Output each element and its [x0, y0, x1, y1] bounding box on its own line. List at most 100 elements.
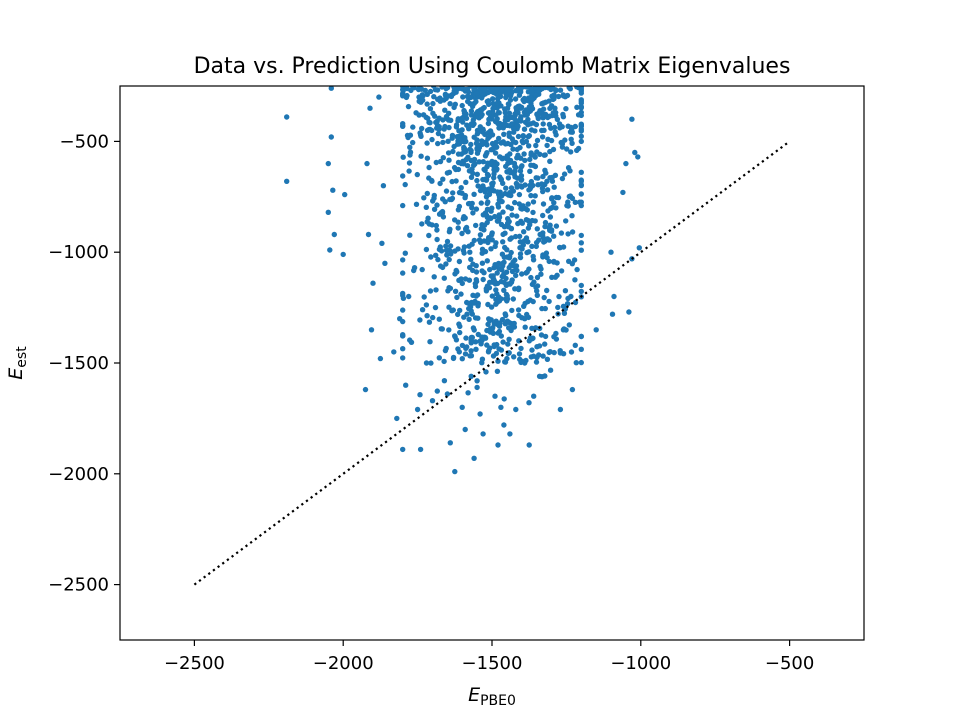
- data-point: [474, 378, 480, 384]
- data-point: [499, 261, 505, 267]
- data-point: [443, 86, 449, 92]
- data-point: [410, 124, 416, 130]
- data-point: [561, 171, 568, 177]
- data-point: [452, 101, 458, 108]
- data-point: [444, 391, 451, 397]
- data-point: [520, 133, 527, 140]
- data-point: [478, 107, 485, 113]
- data-point: [461, 214, 467, 220]
- y-axis: −2500 −2000 −1500 −1000 −500: [48, 131, 120, 596]
- data-point: [487, 133, 493, 139]
- data-point: [441, 378, 448, 384]
- data-point: [560, 111, 566, 118]
- data-point: [507, 192, 513, 198]
- data-point: [522, 316, 528, 322]
- data-point: [451, 164, 458, 171]
- data-point: [433, 159, 439, 166]
- data-point: [465, 98, 471, 105]
- data-point: [567, 86, 573, 92]
- data-point: [521, 238, 528, 244]
- data-point: [542, 333, 549, 340]
- data-point: [328, 86, 334, 91]
- data-point: [503, 185, 509, 191]
- data-point: [330, 187, 336, 193]
- data-point: [456, 128, 462, 134]
- data-point: [550, 146, 557, 153]
- x-tick-label: −2000: [313, 653, 374, 674]
- data-point: [444, 170, 451, 176]
- data-point: [493, 301, 499, 307]
- data-point: [419, 92, 426, 98]
- data-point: [540, 201, 547, 207]
- data-point: [500, 231, 506, 238]
- data-point: [549, 195, 555, 201]
- data-point: [578, 133, 584, 139]
- data-point: [499, 316, 506, 323]
- data-point: [406, 168, 412, 174]
- data-point: [578, 288, 584, 295]
- data-point: [458, 291, 464, 297]
- data-point: [446, 256, 452, 263]
- data-point: [481, 222, 488, 228]
- data-point: [518, 345, 524, 352]
- data-point: [515, 220, 521, 227]
- data-point: [435, 140, 441, 147]
- data-point: [424, 219, 430, 225]
- data-point: [578, 359, 584, 366]
- data-point: [450, 148, 456, 155]
- data-point: [475, 315, 481, 321]
- data-point: [473, 222, 479, 229]
- data-point: [517, 168, 524, 174]
- data-point: [551, 233, 557, 239]
- data-point: [566, 193, 572, 200]
- data-point: [440, 196, 446, 202]
- data-point: [527, 335, 534, 341]
- data-point: [474, 150, 481, 156]
- data-point: [451, 86, 457, 90]
- data-point: [531, 393, 537, 399]
- data-point: [528, 192, 534, 199]
- data-point: [456, 258, 463, 265]
- data-point: [474, 292, 481, 298]
- data-point: [466, 305, 472, 312]
- data-point: [496, 346, 502, 352]
- data-point: [528, 95, 534, 102]
- data-point: [529, 347, 535, 353]
- data-point: [446, 110, 452, 117]
- data-point: [544, 142, 550, 149]
- data-point: [498, 177, 504, 183]
- data-point: [498, 87, 505, 93]
- data-point: [284, 178, 290, 184]
- data-point: [424, 140, 430, 146]
- data-point: [464, 344, 470, 350]
- data-point: [532, 163, 539, 170]
- data-point: [457, 307, 463, 314]
- data-point: [508, 249, 514, 256]
- data-point: [551, 334, 557, 340]
- data-point: [530, 257, 537, 263]
- data-point: [468, 121, 475, 127]
- data-point: [492, 162, 499, 168]
- data-point: [517, 254, 524, 261]
- data-point: [483, 151, 489, 158]
- data-point: [462, 192, 469, 199]
- data-point: [578, 346, 584, 352]
- data-point: [533, 92, 539, 99]
- data-point: [421, 294, 427, 300]
- data-point: [460, 247, 467, 254]
- data-point: [435, 130, 442, 137]
- data-point: [560, 92, 566, 98]
- data-point: [504, 318, 511, 324]
- data-point: [482, 248, 489, 255]
- data-point: [441, 275, 447, 281]
- data-point: [458, 185, 464, 191]
- data-point: [549, 174, 555, 181]
- data-point: [400, 92, 406, 98]
- data-point: [505, 220, 511, 226]
- data-point: [536, 343, 543, 349]
- data-point: [516, 191, 523, 198]
- data-point: [500, 209, 506, 215]
- data-point: [419, 221, 425, 227]
- data-point: [523, 108, 530, 114]
- data-point: [468, 94, 474, 100]
